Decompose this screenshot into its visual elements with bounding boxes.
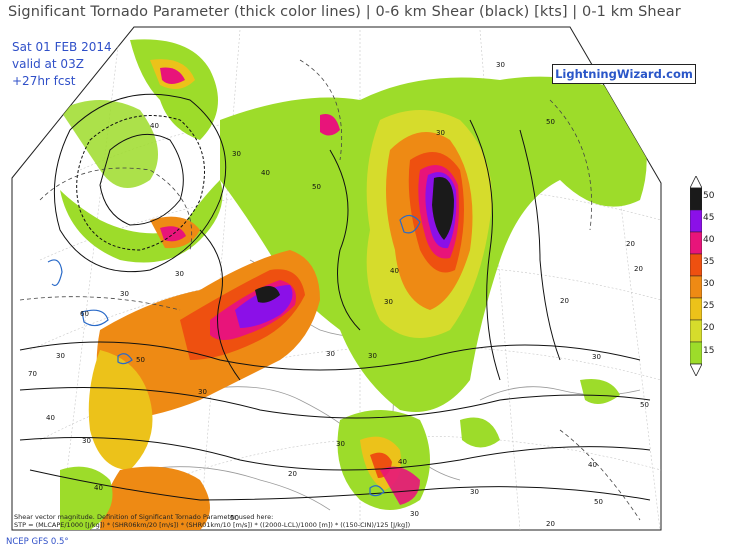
scale-band (690, 341, 702, 365)
scale-band (690, 275, 702, 299)
scale-label: 40 (703, 235, 715, 245)
scale-label: 15 (703, 346, 715, 356)
scale-label: 30 (703, 279, 715, 289)
scale-band (690, 209, 702, 233)
forecast-date: Sat 01 FEB 2014 (12, 40, 112, 54)
scale-label: 20 (703, 323, 715, 333)
scale-label: 45 (703, 213, 715, 223)
scale-band (690, 187, 702, 211)
model-source: NCEP GFS 0.5° (6, 537, 69, 547)
scale-label: 35 (703, 257, 715, 267)
scale-band (690, 297, 702, 321)
stp-formula: STP = (MLCAPE/1000 [J/kg]) * (SHR06km/20… (14, 521, 411, 529)
blue-contours (47, 214, 421, 497)
forecast-hour: +27hr fcst (12, 74, 76, 88)
scale-band (690, 319, 702, 343)
low-level-shear-contours (19, 59, 641, 521)
stp-definition-note: Shear vector magnitude. Definition of Si… (14, 513, 274, 521)
brand-logo[interactable]: LightningWizard.com (552, 64, 696, 84)
shear-contours (19, 93, 651, 501)
valid-time: valid at 03Z (12, 57, 84, 71)
scale-band (690, 231, 702, 255)
scale-band (690, 253, 702, 277)
stp-fields (60, 39, 647, 530)
color-scale (690, 176, 702, 376)
scale-label: 50 (703, 191, 715, 201)
scale-label: 25 (703, 301, 715, 311)
map-title: Significant Tornado Parameter (thick col… (8, 4, 681, 20)
